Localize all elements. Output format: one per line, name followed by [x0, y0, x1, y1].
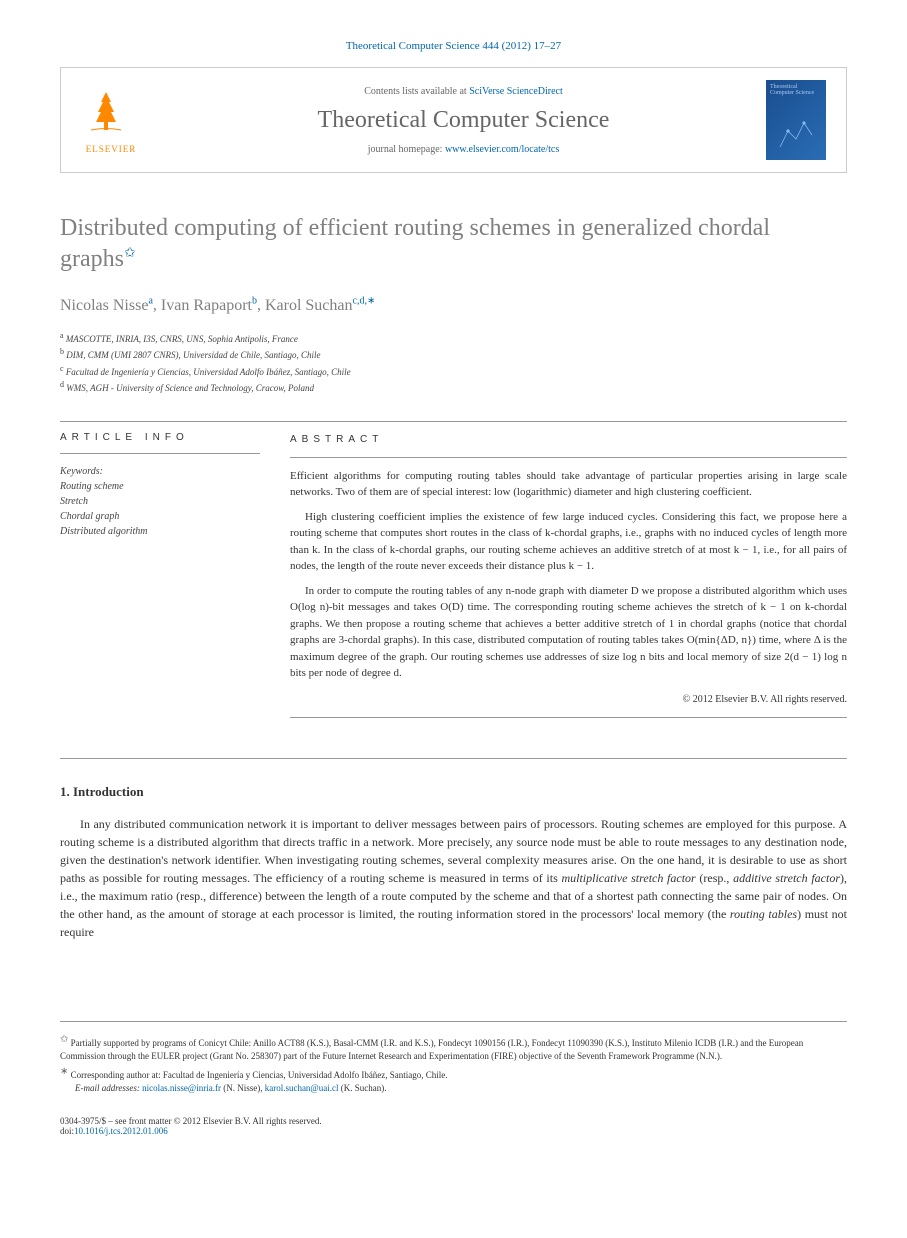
journal-cover-thumbnail: Theoretical Computer Science — [766, 80, 826, 160]
doi-line: doi:10.1016/j.tcs.2012.01.006 — [60, 1126, 847, 1136]
journal-homepage: journal homepage: www.elsevier.com/locat… — [161, 144, 766, 155]
email-link[interactable]: karol.suchan@uai.cl — [265, 1083, 339, 1093]
header-center: Contents lists available at SciVerse Sci… — [161, 86, 766, 155]
homepage-link[interactable]: www.elsevier.com/locate/tcs — [445, 144, 559, 155]
thumb-label: Theoretical Computer Science — [766, 80, 826, 100]
introduction-paragraph: In any distributed communication network… — [60, 815, 847, 941]
copyright-line: © 2012 Elsevier B.V. All rights reserved… — [290, 692, 847, 707]
title-text: Distributed computing of efficient routi… — [60, 215, 770, 272]
email-footnote: E-mail addresses: nicolas.nisse@inria.fr… — [60, 1082, 847, 1096]
corresponding-footnote: ∗ Corresponding author at: Facultad de I… — [60, 1064, 847, 1083]
article-info-header: ARTICLE INFO — [60, 432, 260, 443]
funding-footnote: ✩ Partially supported by programs of Con… — [60, 1032, 847, 1064]
abstract-paragraph: Efficient algorithms for computing routi… — [290, 468, 847, 501]
authors-list: Nicolas Nissea, Ivan Rapaportb, Karol Su… — [60, 295, 847, 314]
author: Karol Suchanc,d,∗ — [265, 297, 375, 314]
introduction-header: 1. Introduction — [60, 784, 847, 800]
affiliation: a MASCOTTE, INRIA, I3S, CNRS, UNS, Sophi… — [60, 330, 847, 347]
corresponding-text: Corresponding author at: Facultad de Ing… — [71, 1070, 448, 1080]
keywords-label: Keywords: — [60, 464, 260, 479]
abstract-header: ABSTRACT — [290, 432, 847, 447]
journal-reference: Theoretical Computer Science 444 (2012) … — [60, 40, 847, 52]
affiliation: d WMS, AGH - University of Science and T… — [60, 379, 847, 396]
author: Nicolas Nissea — [60, 297, 153, 314]
contents-text: Contents lists available at — [364, 86, 469, 97]
info-divider — [60, 453, 260, 454]
doi-label: doi: — [60, 1126, 74, 1136]
thumb-graphic-icon — [771, 115, 821, 155]
bottom-info: 0304-3975/$ – see front matter © 2012 El… — [60, 1116, 847, 1136]
affiliations-list: a MASCOTTE, INRIA, I3S, CNRS, UNS, Sophi… — [60, 330, 847, 396]
asterisk-icon: ∗ — [60, 1066, 68, 1077]
abstract-paragraph: In order to compute the routing tables o… — [290, 583, 847, 682]
divider-top — [60, 421, 847, 422]
journal-name: Theoretical Computer Science — [161, 107, 766, 134]
abstract-divider — [290, 457, 847, 458]
keyword: Chordal graph — [60, 509, 260, 524]
elsevier-logo: ELSEVIER — [81, 87, 141, 154]
email-label: E-mail addresses: — [75, 1083, 142, 1093]
doi-link[interactable]: 10.1016/j.tcs.2012.01.006 — [74, 1126, 168, 1136]
elsevier-label: ELSEVIER — [81, 144, 141, 154]
affiliation: c Facultad de Ingeniería y Ciencias, Uni… — [60, 363, 847, 380]
email-link[interactable]: nicolas.nisse@inria.fr — [142, 1083, 221, 1093]
article-title: Distributed computing of efficient routi… — [60, 213, 847, 275]
divider-bottom — [60, 758, 847, 759]
contents-available: Contents lists available at SciVerse Sci… — [161, 86, 766, 97]
sciencedirect-link[interactable]: SciVerse ScienceDirect — [469, 86, 563, 97]
elsevier-tree-icon — [81, 87, 131, 137]
footnotes-block: ✩ Partially supported by programs of Con… — [60, 1021, 847, 1096]
title-footnote-star-icon: ✩ — [124, 246, 136, 261]
affiliation: b DIM, CMM (UMI 2807 CNRS), Universidad … — [60, 346, 847, 363]
keyword: Routing scheme — [60, 479, 260, 494]
homepage-text: journal homepage: — [368, 144, 445, 155]
author: Ivan Rapaportb — [161, 297, 257, 314]
keyword: Stretch — [60, 494, 260, 509]
abstract-column: ABSTRACT Efficient algorithms for comput… — [290, 432, 847, 728]
article-info-column: ARTICLE INFO Keywords: Routing schemeStr… — [60, 432, 260, 728]
abstract-paragraph: High clustering coefficient implies the … — [290, 509, 847, 575]
abstract-bottom-divider — [290, 717, 847, 718]
info-abstract-row: ARTICLE INFO Keywords: Routing schemeStr… — [60, 432, 847, 728]
keywords-block: Keywords: Routing schemeStretchChordal g… — [60, 464, 260, 539]
journal-header-box: ELSEVIER Contents lists available at Sci… — [60, 67, 847, 173]
issn-line: 0304-3975/$ – see front matter © 2012 El… — [60, 1116, 847, 1126]
funding-text: Partially supported by programs of Conic… — [60, 1038, 803, 1062]
keyword: Distributed algorithm — [60, 524, 260, 539]
footnote-star-icon: ✩ — [60, 1034, 68, 1045]
